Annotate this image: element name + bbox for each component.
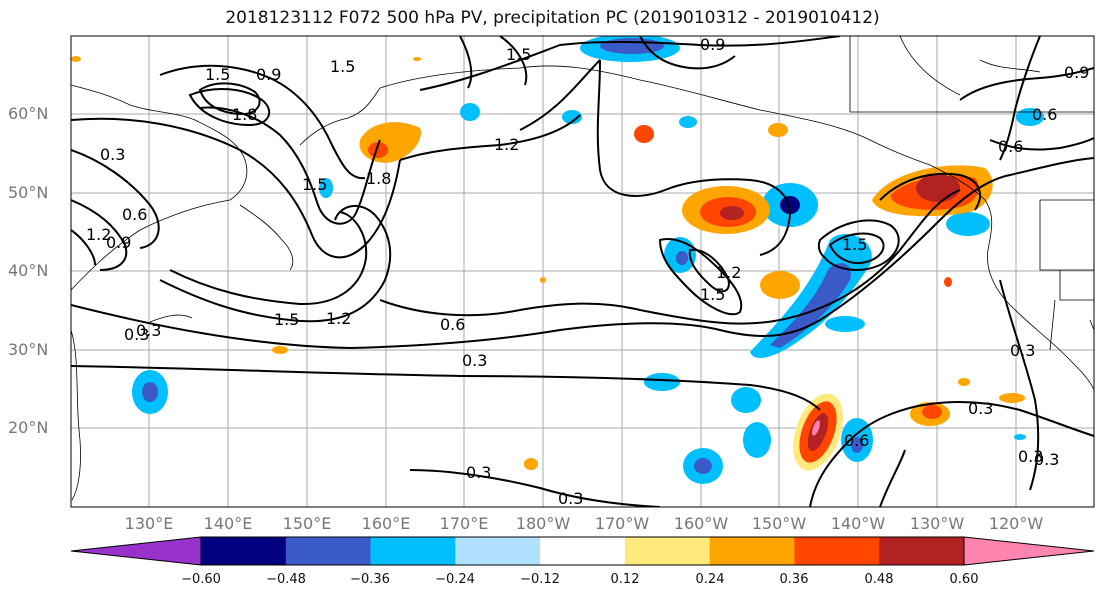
contour-label: 1.5 [274,310,299,329]
contour-label: 1.5 [506,45,531,64]
lon-label: 170°W [594,514,650,533]
lat-label: 50°N [8,183,49,202]
colorbar-segment [794,537,880,565]
lat-label: 40°N [8,261,49,280]
contour-label: 1.5 [205,65,230,84]
colorbar-extend-high [964,537,1094,565]
contour-label: 0.3 [1034,450,1059,469]
colorbar-segment [455,537,541,565]
contour-label: 0.3 [558,489,583,508]
map-frame [70,35,1095,508]
contour-label: 1.5 [330,57,355,76]
contour-label: 0.9 [1064,63,1089,82]
colorbar-tick-label: 0.60 [949,572,979,587]
contour-labels: 1.5 0.9 1.5 1.5 0.9 0.9 1.8 0.3 0.6 0.9 … [86,35,1089,508]
contour-label: 0.6 [440,315,465,334]
contour-label: 0.6 [1032,105,1057,124]
colorbar-segment [370,537,456,565]
lon-label: 150°W [751,514,807,533]
colorbar-tick-label: −0.24 [435,572,475,587]
colorbar-segment [285,537,372,565]
contour-label: 0.9 [700,35,725,54]
contour-label: 0.6 [122,205,147,224]
lon-label: 120°W [988,514,1044,533]
lon-label: 170°E [439,514,489,533]
colorbar-tick-label: −0.12 [520,572,560,587]
colorbar-tick-label: −0.36 [350,572,390,587]
contour-label: 0.3 [968,399,993,418]
colorbar-segments [201,537,965,565]
lon-label: 130°E [124,514,174,533]
contour-label: 0.3 [466,463,491,482]
contour-label: 1.5 [700,285,725,304]
contour-label: 0.3 [462,351,487,370]
colorbar-tick-label: 0.24 [695,572,725,587]
lat-label: 20°N [8,418,49,437]
contour-label: 0.3 [1018,447,1043,466]
pv-contours [71,36,1094,507]
contour-label: 0.3 [100,145,125,164]
contour-label: 0.3 [136,321,161,340]
contour-label: 1.5 [302,175,327,194]
colorbar-tick-label: 0.48 [864,572,894,587]
colorbar-segment [540,537,626,565]
contour-label: 1.2 [716,263,741,282]
precip-negative-shading [132,36,1044,484]
contour-label: 1.2 [326,309,351,328]
precip-positive-shading [71,56,1025,471]
colorbar-tick-label: 0.12 [610,572,640,587]
contour-label: 0.3 [1010,341,1035,360]
lon-label: 160°E [361,514,411,533]
lat-label: 60°N [8,104,49,123]
colorbar-extend-low [71,537,201,565]
lon-label: 150°E [282,514,332,533]
lon-label: 140°E [203,514,253,533]
contour-label: 0.9 [256,65,281,84]
colorbar-segment [624,537,711,565]
contour-label: 1.5 [842,235,867,254]
contour-label: 0.3 [124,325,149,344]
contour-label: 0.6 [844,431,869,450]
colorbar [70,536,1095,566]
lat-label: 30°N [8,340,49,359]
colorbar-segment [201,537,287,565]
lon-label: 140°W [830,514,886,533]
contour-label: 1.2 [86,225,111,244]
contour-label: 1.8 [232,105,257,124]
colorbar-tick-label: −0.60 [181,572,221,587]
lon-label: 180°W [515,514,571,533]
colorbar-segment [709,537,795,565]
lon-label: 130°W [909,514,965,533]
colorbar-tick-label: −0.48 [266,572,306,587]
colorbar-tick-label: 0.36 [779,572,809,587]
contour-label: 1.8 [366,169,391,188]
lon-label: 160°W [673,514,729,533]
contour-label: 0.9 [106,233,131,252]
colorbar-segment [879,537,965,565]
contour-label: 1.2 [494,135,519,154]
contour-label: 0.6 [998,137,1023,156]
map-title: 2018123112 F072 500 hPa PV, precipitatio… [225,8,880,28]
